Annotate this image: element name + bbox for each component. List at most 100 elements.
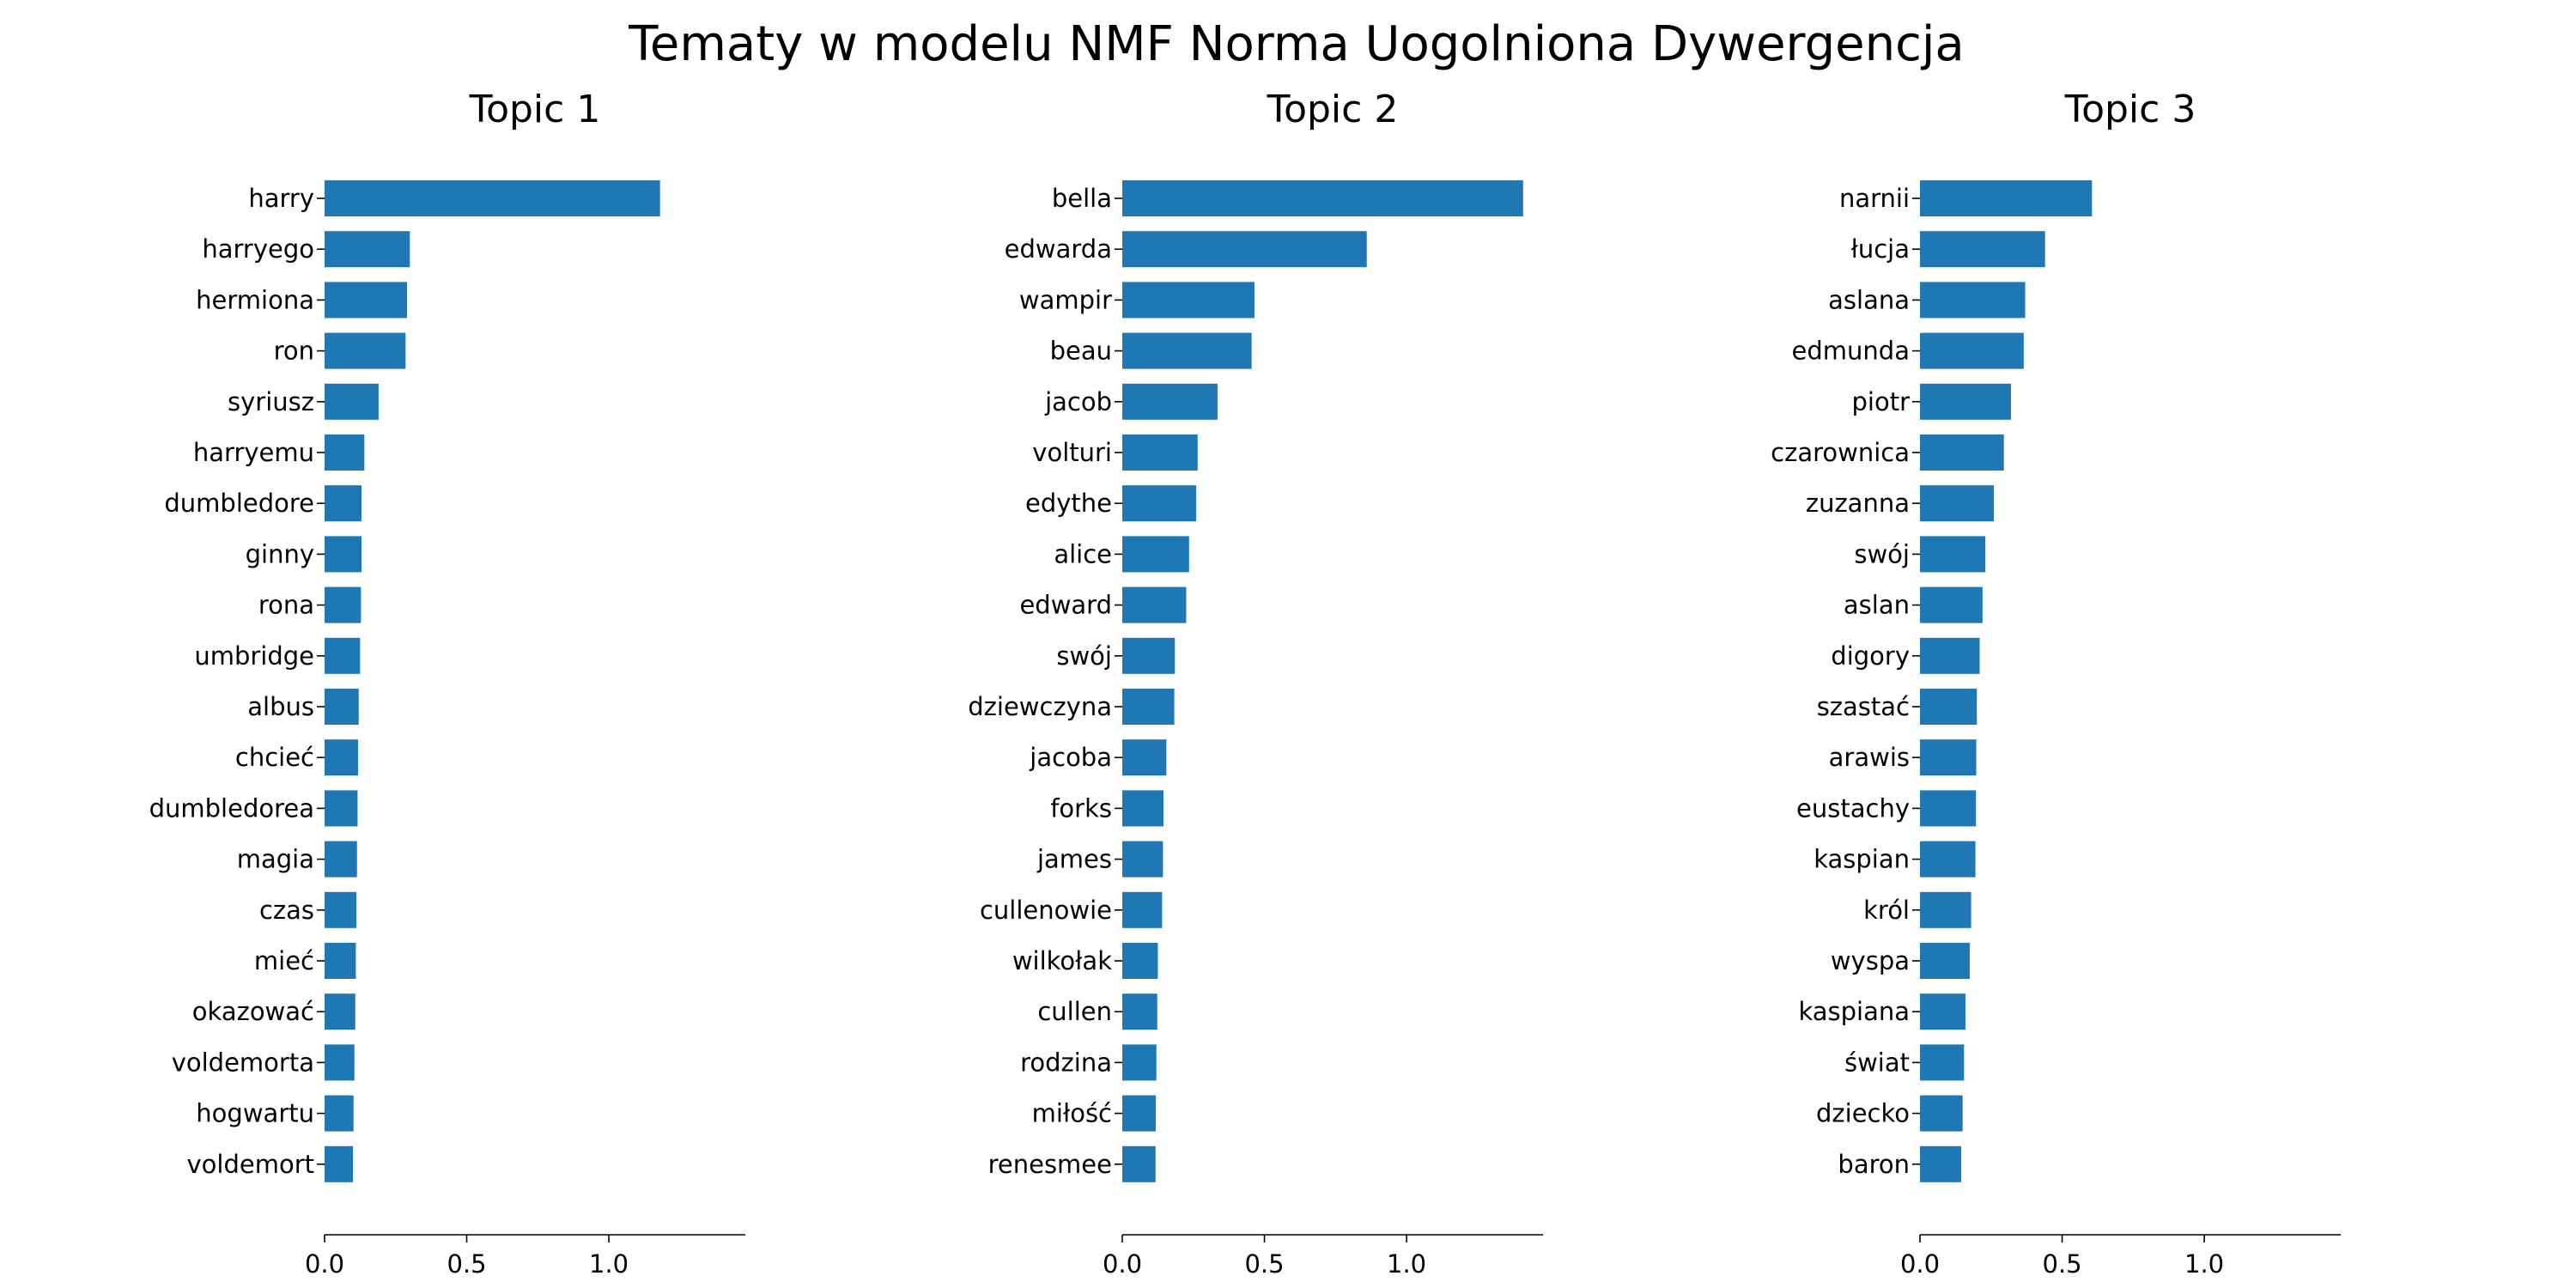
bar (1920, 689, 1978, 725)
bar (325, 485, 362, 522)
bar (1122, 790, 1164, 827)
x-tick-label: 1.0 (1387, 1249, 1426, 1279)
bar (1920, 637, 1980, 674)
category-label: ginny (246, 539, 314, 568)
category-label: jacob (1044, 387, 1112, 416)
category-label: swój (1056, 641, 1112, 671)
topic-panels: Topic 1 harry harryego hermiona ron syriusz ha… (149, 88, 2341, 1279)
x-tick-label: 1.0 (2184, 1249, 2224, 1279)
category-label: wilkołak (1012, 946, 1112, 975)
category-label: narnii (1839, 184, 1910, 213)
panel-title: Topic 2 (1267, 88, 1399, 131)
bar (1122, 689, 1175, 725)
category-label: edwarda (1005, 234, 1112, 264)
category-label: volturi (1032, 438, 1112, 467)
bar (1122, 943, 1158, 979)
bar (1122, 1095, 1157, 1132)
category-label: hermiona (196, 285, 314, 314)
x-tick-label: 0.5 (1244, 1249, 1284, 1279)
bar (325, 332, 406, 369)
category-label: piotr (1851, 387, 1910, 416)
category-label: beau (1050, 337, 1112, 366)
category-label: dumbledorea (149, 793, 314, 823)
bar (325, 993, 355, 1030)
bar (1920, 536, 1986, 573)
bar (325, 1095, 354, 1132)
bar (325, 1145, 354, 1182)
category-label: czarownica (1771, 438, 1910, 467)
bar (325, 637, 361, 674)
bar (325, 180, 660, 216)
category-label: dumbledore (164, 489, 314, 518)
category-label: aslana (1828, 285, 1910, 314)
category-label: edmunda (1792, 337, 1910, 366)
bar (1122, 231, 1367, 268)
topic-panel: Topic 1 harry harryego hermiona ron syriusz ha… (149, 88, 745, 1279)
bar (1920, 891, 1971, 928)
x-tick-label: 0.5 (2042, 1249, 2081, 1279)
x-tick-label: 0.0 (1900, 1249, 1940, 1279)
category-label: swój (1854, 539, 1910, 568)
category-label: voldemort (187, 1150, 315, 1179)
category-label: james (1036, 845, 1112, 874)
bar (1122, 332, 1252, 369)
x-tick-label: 0.5 (447, 1249, 486, 1279)
bar (325, 434, 365, 471)
category-label: alice (1054, 539, 1112, 568)
bar (1920, 739, 1977, 776)
figure-suptitle: Tematy w modelu NMF Norma Uogolniona Dyw… (628, 16, 1965, 72)
category-label: rodzina (1020, 1048, 1112, 1077)
bar (1920, 993, 1965, 1030)
category-label: szastać (1817, 692, 1910, 721)
bar (1920, 1044, 1965, 1081)
category-label: renesmee (988, 1150, 1112, 1179)
category-label: król (1863, 896, 1910, 925)
category-label: zuzanna (1806, 489, 1910, 518)
category-label: syriusz (228, 387, 314, 416)
bar (1920, 332, 2024, 369)
bar (1122, 739, 1167, 776)
bar (1920, 841, 1976, 878)
category-label: albus (247, 692, 314, 721)
panel-title: Topic 1 (469, 88, 601, 131)
bar (325, 383, 379, 420)
bar (325, 536, 362, 573)
category-label: baron (1838, 1150, 1910, 1179)
category-label: rona (258, 591, 314, 620)
category-label: okazować (192, 997, 314, 1026)
category-label: wampir (1019, 285, 1112, 314)
bar (1122, 282, 1255, 319)
category-label: aslan (1844, 591, 1910, 620)
bar (1920, 485, 1995, 522)
bar (1920, 586, 1983, 623)
topic-panel: Topic 3 narnii łucja aslana edmunda piotr czar… (1771, 88, 2341, 1279)
category-label: kaspian (1814, 845, 1910, 874)
bar (1920, 180, 2093, 216)
bar (1122, 586, 1187, 623)
category-label: edythe (1025, 489, 1112, 518)
bar (1122, 434, 1198, 471)
bar (1122, 993, 1157, 1030)
bar (1122, 383, 1218, 420)
category-label: ron (274, 337, 314, 366)
bar (325, 841, 357, 878)
bar (1122, 1044, 1157, 1081)
bar (1122, 1145, 1156, 1182)
category-label: wyspa (1831, 946, 1910, 975)
category-label: forks (1050, 793, 1112, 823)
bar (325, 282, 408, 319)
bar (1122, 536, 1189, 573)
category-label: edward (1019, 591, 1112, 620)
bar (325, 689, 359, 725)
category-label: harryego (202, 234, 314, 264)
category-label: czas (259, 896, 314, 925)
topic-panel: Topic 2 bella edwarda wampir beau jacob voltur… (968, 88, 1543, 1279)
bar (325, 943, 356, 979)
bar (1920, 1145, 1962, 1182)
x-tick-label: 0.0 (305, 1249, 344, 1279)
category-label: harry (248, 184, 314, 213)
bar (325, 1044, 355, 1081)
category-label: digory (1831, 641, 1910, 671)
bar (325, 790, 358, 827)
